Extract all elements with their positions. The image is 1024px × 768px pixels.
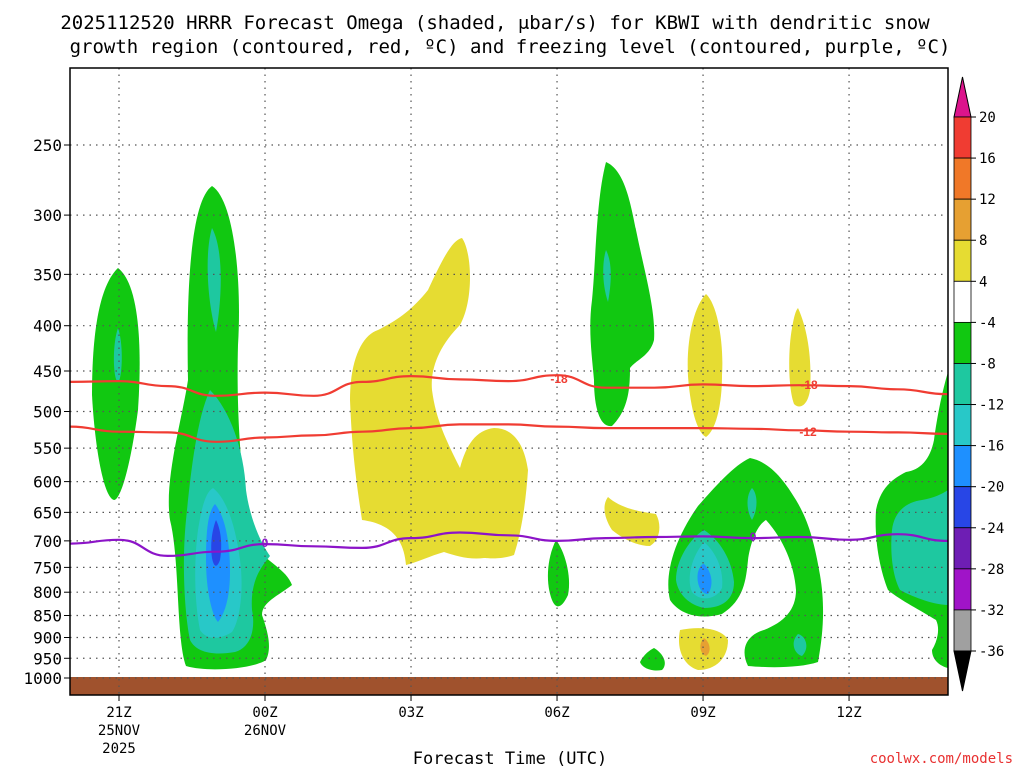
colorbar-label-13: -36 [979, 644, 1004, 660]
colorbar-label-6: -8 [979, 356, 996, 372]
y-tick-label-850: 850 [33, 607, 62, 626]
colorbar-label-9: -20 [979, 480, 1004, 496]
omega-region-green-arch [668, 458, 824, 668]
colorbar-bin-1 [953, 116, 972, 159]
colorbar-label-3: 8 [979, 233, 987, 249]
omega-region-darkblue-23z [211, 520, 222, 566]
y-tick-label-800: 800 [33, 583, 62, 602]
colorbar-label-7: -12 [979, 398, 1004, 414]
omega-region-blue-09z [697, 564, 712, 594]
colorbar-label-5: -4 [979, 315, 996, 331]
omega-region-yellow-03z [350, 238, 528, 565]
omega-region-yellow-09z [687, 294, 723, 437]
colorbar-bottom-arrow [953, 650, 972, 692]
x-axis-label: Forecast Time (UTC) [413, 749, 607, 768]
omega-region-orange-09z [700, 638, 710, 656]
colorbar-bin-3 [953, 198, 972, 241]
contour-line-1 [69, 423, 949, 443]
omega-region-teal-13z [891, 490, 948, 605]
colorbar: 20 16 12 8 4 -4 -8 -12 -16 -20 -24 -28 -32 -36 [953, 76, 1004, 692]
y-tick-label-550: 550 [33, 439, 62, 458]
contour-lines [69, 374, 949, 558]
omega-region-yellow-11z [789, 308, 811, 407]
omega-region-yellow-07z [604, 497, 660, 546]
colorbar-label-1: 16 [979, 151, 996, 167]
omega-region-teal-07z [603, 250, 611, 302]
x-axis-time: 21Z 25NOV 2025 00Z 26NOV 03Z 06Z 09Z 12Z [98, 695, 862, 757]
colorbar-bin-7 [953, 363, 972, 405]
contour-labels: -18 -18 -12 0 0 [262, 372, 818, 550]
y-tick-label-650: 650 [33, 503, 62, 522]
y-tick-label-600: 600 [33, 473, 62, 492]
contour-label-m12: -12 [799, 425, 817, 439]
y-tick-label-300: 300 [33, 206, 62, 225]
colorbar-bin-6 [953, 321, 972, 364]
colorbar-top-arrow [953, 76, 972, 118]
colorbar-label-12: -32 [979, 603, 1004, 619]
y-tick-label-1000: 1000 [23, 669, 62, 688]
colorbar-label-4: 4 [979, 274, 987, 290]
ground-surface-strip [70, 677, 948, 695]
contour-label-0-a: 0 [262, 536, 269, 550]
chart-title-line-1: 2025112520 HRRR Forecast Omega (shaded, … [60, 12, 930, 34]
x-tick-date-00Z: 26NOV [244, 723, 287, 739]
colorbar-bin-2 [953, 157, 972, 200]
omega-region-teal-21z [113, 328, 122, 382]
y-tick-label-350: 350 [33, 265, 62, 284]
y-tick-label-250: 250 [33, 136, 62, 155]
plot-frame [69, 67, 949, 696]
y-tick-label-900: 900 [33, 628, 62, 647]
y-tick-label-450: 450 [33, 362, 62, 381]
omega-region-green-07z [590, 162, 655, 427]
contour-label-0-b: 0 [750, 530, 757, 544]
omega-shading [92, 162, 948, 671]
y-axis-pressure: 250 300 350 400 450 500 550 600 650 700 750 800 850 9… [23, 136, 70, 688]
colorbar-bin-12 [953, 568, 972, 611]
contour-line-0 [69, 374, 949, 397]
colorbar-label-8: -16 [979, 439, 1004, 455]
y-tick-label-500: 500 [33, 403, 62, 422]
omega-region-green-21z [92, 268, 140, 500]
credit-text: coolwx.com/models [870, 751, 1013, 767]
chart-title-line-2: growth region (contoured, red, ºC) and f… [70, 36, 951, 58]
colorbar-label-0: 20 [979, 110, 996, 126]
colorbar-label-11: -28 [979, 562, 1004, 578]
y-tick-label-700: 700 [33, 532, 62, 551]
x-tick-date-21Z: 25NOV [98, 723, 141, 739]
x-tick-label-06Z: 06Z [544, 705, 569, 721]
x-tick-label-03Z: 03Z [398, 705, 423, 721]
colorbar-bin-4 [953, 239, 972, 282]
colorbar-bin-11 [953, 527, 972, 570]
x-tick-label-09Z: 09Z [690, 705, 715, 721]
omega-region-green-06z [547, 540, 570, 607]
y-tick-label-950: 950 [33, 649, 62, 668]
contour-line-2 [69, 531, 949, 558]
x-tick-label-12Z: 12Z [836, 705, 861, 721]
y-tick-label-400: 400 [33, 317, 62, 336]
colorbar-label-10: -24 [979, 521, 1004, 537]
x-tick-year-21Z: 2025 [102, 741, 136, 757]
x-tick-label-21Z: 21Z [106, 705, 131, 721]
contour-label-m18-a: -18 [550, 372, 568, 386]
colorbar-bin-5 [953, 280, 972, 323]
omega-region-green-08z [640, 648, 665, 671]
colorbar-bin-8 [953, 404, 972, 447]
y-tick-label-750: 750 [33, 558, 62, 577]
colorbar-bin-13 [953, 609, 972, 652]
x-tick-label-00Z: 00Z [252, 705, 277, 721]
contour-label-m18-b: -18 [800, 378, 818, 392]
colorbar-bin-9 [953, 445, 972, 488]
colorbar-label-2: 12 [979, 192, 996, 208]
colorbar-bin-10 [953, 486, 972, 529]
